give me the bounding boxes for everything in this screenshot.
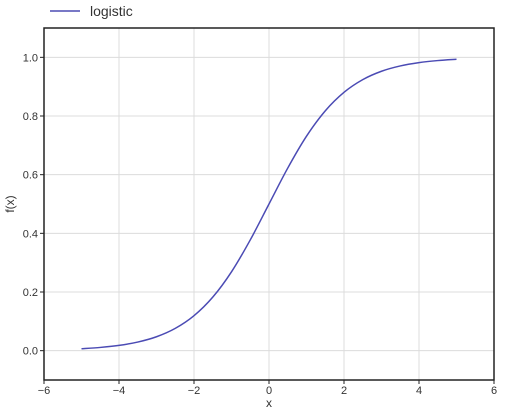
y-axis-label: f(x) (3, 195, 17, 212)
y-tick-label: 0.8 (23, 111, 38, 123)
x-tick-label: −2 (188, 385, 201, 397)
x-tick-label: 2 (341, 385, 347, 397)
y-tick-label: 0.4 (23, 228, 38, 240)
y-tick-label: 1.0 (23, 52, 38, 64)
x-tick-label: 6 (491, 385, 497, 397)
legend: logistic (50, 3, 133, 19)
y-tick-label: 0.6 (23, 170, 38, 182)
y-tick-label: 0.2 (23, 287, 38, 299)
x-tick-label: −6 (38, 385, 51, 397)
x-tick-label: 4 (416, 385, 422, 397)
x-axis-label: x (266, 396, 272, 410)
y-axis-ticks: 0.0 0.2 0.4 0.6 0.8 1.0 (23, 52, 44, 357)
y-tick-label: 0.0 (23, 346, 38, 358)
legend-label-logistic: logistic (90, 3, 133, 19)
x-tick-label: −4 (113, 385, 126, 397)
x-axis-ticks: −6 −4 −2 0 2 4 6 (38, 380, 497, 397)
